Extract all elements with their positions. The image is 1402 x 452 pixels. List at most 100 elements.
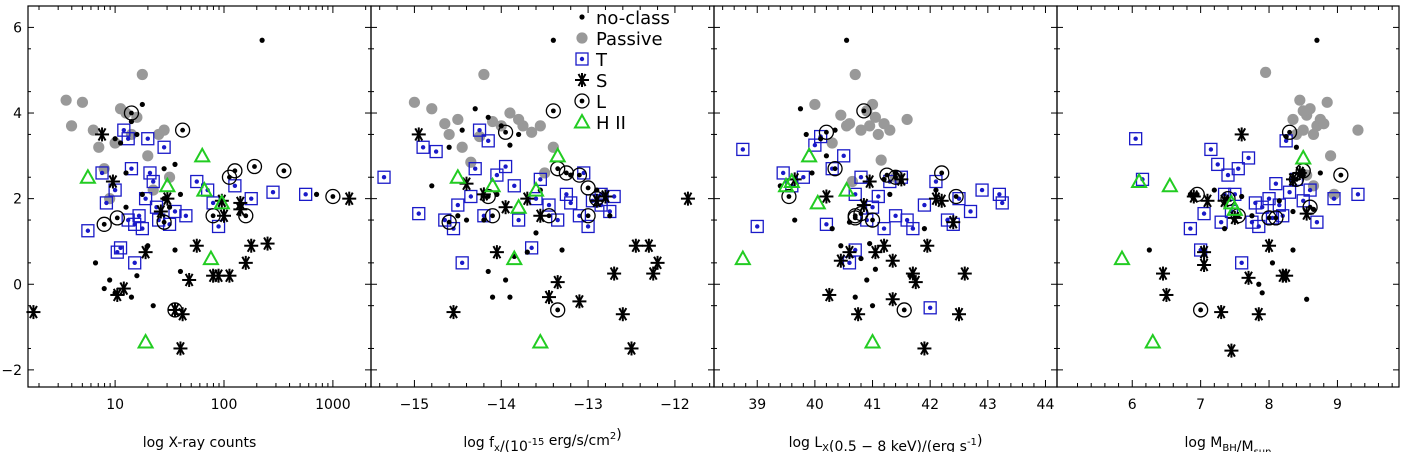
point-passive xyxy=(1297,105,1309,117)
point-noclass xyxy=(1317,170,1323,176)
point-passive xyxy=(826,137,838,149)
point-noclass xyxy=(533,230,539,236)
point-L xyxy=(480,188,496,205)
point-noclass xyxy=(1269,260,1276,266)
point-S xyxy=(1159,287,1174,302)
point-passive xyxy=(1325,150,1337,162)
point-L xyxy=(580,180,596,196)
point-T xyxy=(1129,132,1143,146)
point-noclass xyxy=(858,255,864,262)
point-L xyxy=(1261,210,1277,226)
series-H2 xyxy=(734,146,882,349)
point-noclass xyxy=(446,144,452,150)
series-passive xyxy=(408,68,559,179)
point-noclass xyxy=(150,303,156,309)
point-noclass xyxy=(797,106,804,112)
point-H2 xyxy=(531,333,550,349)
point-noclass xyxy=(1290,208,1296,215)
point-T xyxy=(146,174,160,189)
series-passive xyxy=(1260,66,1364,200)
panel-xray-counts: −2 0 2 4 6 10 100 1000 log X-ray counts xyxy=(1,5,372,451)
point-noclass xyxy=(92,260,99,266)
point-T xyxy=(577,166,591,180)
point-H2 xyxy=(79,168,97,184)
point-noclass xyxy=(852,294,858,300)
series-T xyxy=(81,123,313,270)
point-passive xyxy=(93,141,105,153)
point-H2 xyxy=(193,146,211,163)
point-L xyxy=(934,165,950,181)
point-S xyxy=(1262,238,1277,253)
point-noclass xyxy=(1293,144,1299,150)
point-T xyxy=(888,209,903,223)
point-H2 xyxy=(505,249,523,266)
point-S xyxy=(498,200,513,215)
point-noclass xyxy=(867,240,873,247)
point-noclass xyxy=(1211,187,1217,193)
point-T xyxy=(429,144,443,159)
legend-entry-T: T xyxy=(575,50,608,71)
legend-label-H2: H II xyxy=(596,113,626,134)
point-T xyxy=(533,172,547,187)
point-noclass xyxy=(128,294,135,300)
point-S xyxy=(572,294,587,309)
point-H2 xyxy=(800,146,818,163)
point-H2 xyxy=(202,249,220,266)
point-passive xyxy=(408,96,421,108)
series-passive xyxy=(809,68,913,188)
point-S xyxy=(189,238,204,253)
point-S xyxy=(520,191,535,206)
point-noclass xyxy=(166,204,173,210)
point-passive xyxy=(452,113,464,126)
point-S xyxy=(885,292,900,307)
point-noclass xyxy=(1146,247,1152,253)
point-T xyxy=(1235,256,1249,270)
point-S xyxy=(646,266,661,281)
x-tick-label: −14 xyxy=(486,397,516,413)
point-S xyxy=(1214,305,1229,320)
point-T xyxy=(1214,215,1228,229)
point-L xyxy=(238,208,254,224)
x-tick-label: 40 xyxy=(806,397,824,413)
point-passive xyxy=(835,109,847,121)
point-L xyxy=(1281,124,1298,140)
point-L xyxy=(948,188,964,205)
point-L xyxy=(827,161,843,177)
point-passive xyxy=(875,154,887,166)
point-noclass xyxy=(524,249,530,255)
point-T xyxy=(1211,157,1225,172)
legend-label-T: T xyxy=(595,50,608,71)
point-S xyxy=(833,253,848,268)
point-passive xyxy=(1318,118,1330,130)
legend-entry-H2: H II xyxy=(573,112,626,134)
x-tick-label: 9 xyxy=(1333,397,1342,413)
point-T xyxy=(412,206,426,221)
point-T xyxy=(455,256,469,270)
point-noclass xyxy=(134,131,140,138)
point-L xyxy=(227,163,243,179)
point-noclass xyxy=(887,191,893,197)
point-passive xyxy=(843,118,856,130)
point-S xyxy=(260,236,275,251)
point-H2 xyxy=(1294,148,1312,165)
point-T xyxy=(736,142,750,157)
point-passive xyxy=(1328,188,1340,200)
point-passive xyxy=(504,107,516,119)
point-noclass xyxy=(1290,247,1296,253)
series-H2 xyxy=(79,146,231,349)
point-S xyxy=(105,174,120,189)
point-noclass xyxy=(1304,296,1310,302)
point-H2 xyxy=(527,181,545,197)
point-passive xyxy=(1352,124,1364,136)
point-passive xyxy=(534,120,546,132)
point-S xyxy=(615,307,630,322)
series-L xyxy=(1189,124,1349,318)
point-passive xyxy=(109,137,121,149)
point-L xyxy=(580,208,596,224)
point-noclass xyxy=(101,285,107,292)
point-T xyxy=(1248,196,1263,210)
point-T xyxy=(572,209,587,223)
point-noclass xyxy=(1249,213,1255,219)
point-passive xyxy=(1307,128,1320,141)
point-S xyxy=(957,266,972,281)
